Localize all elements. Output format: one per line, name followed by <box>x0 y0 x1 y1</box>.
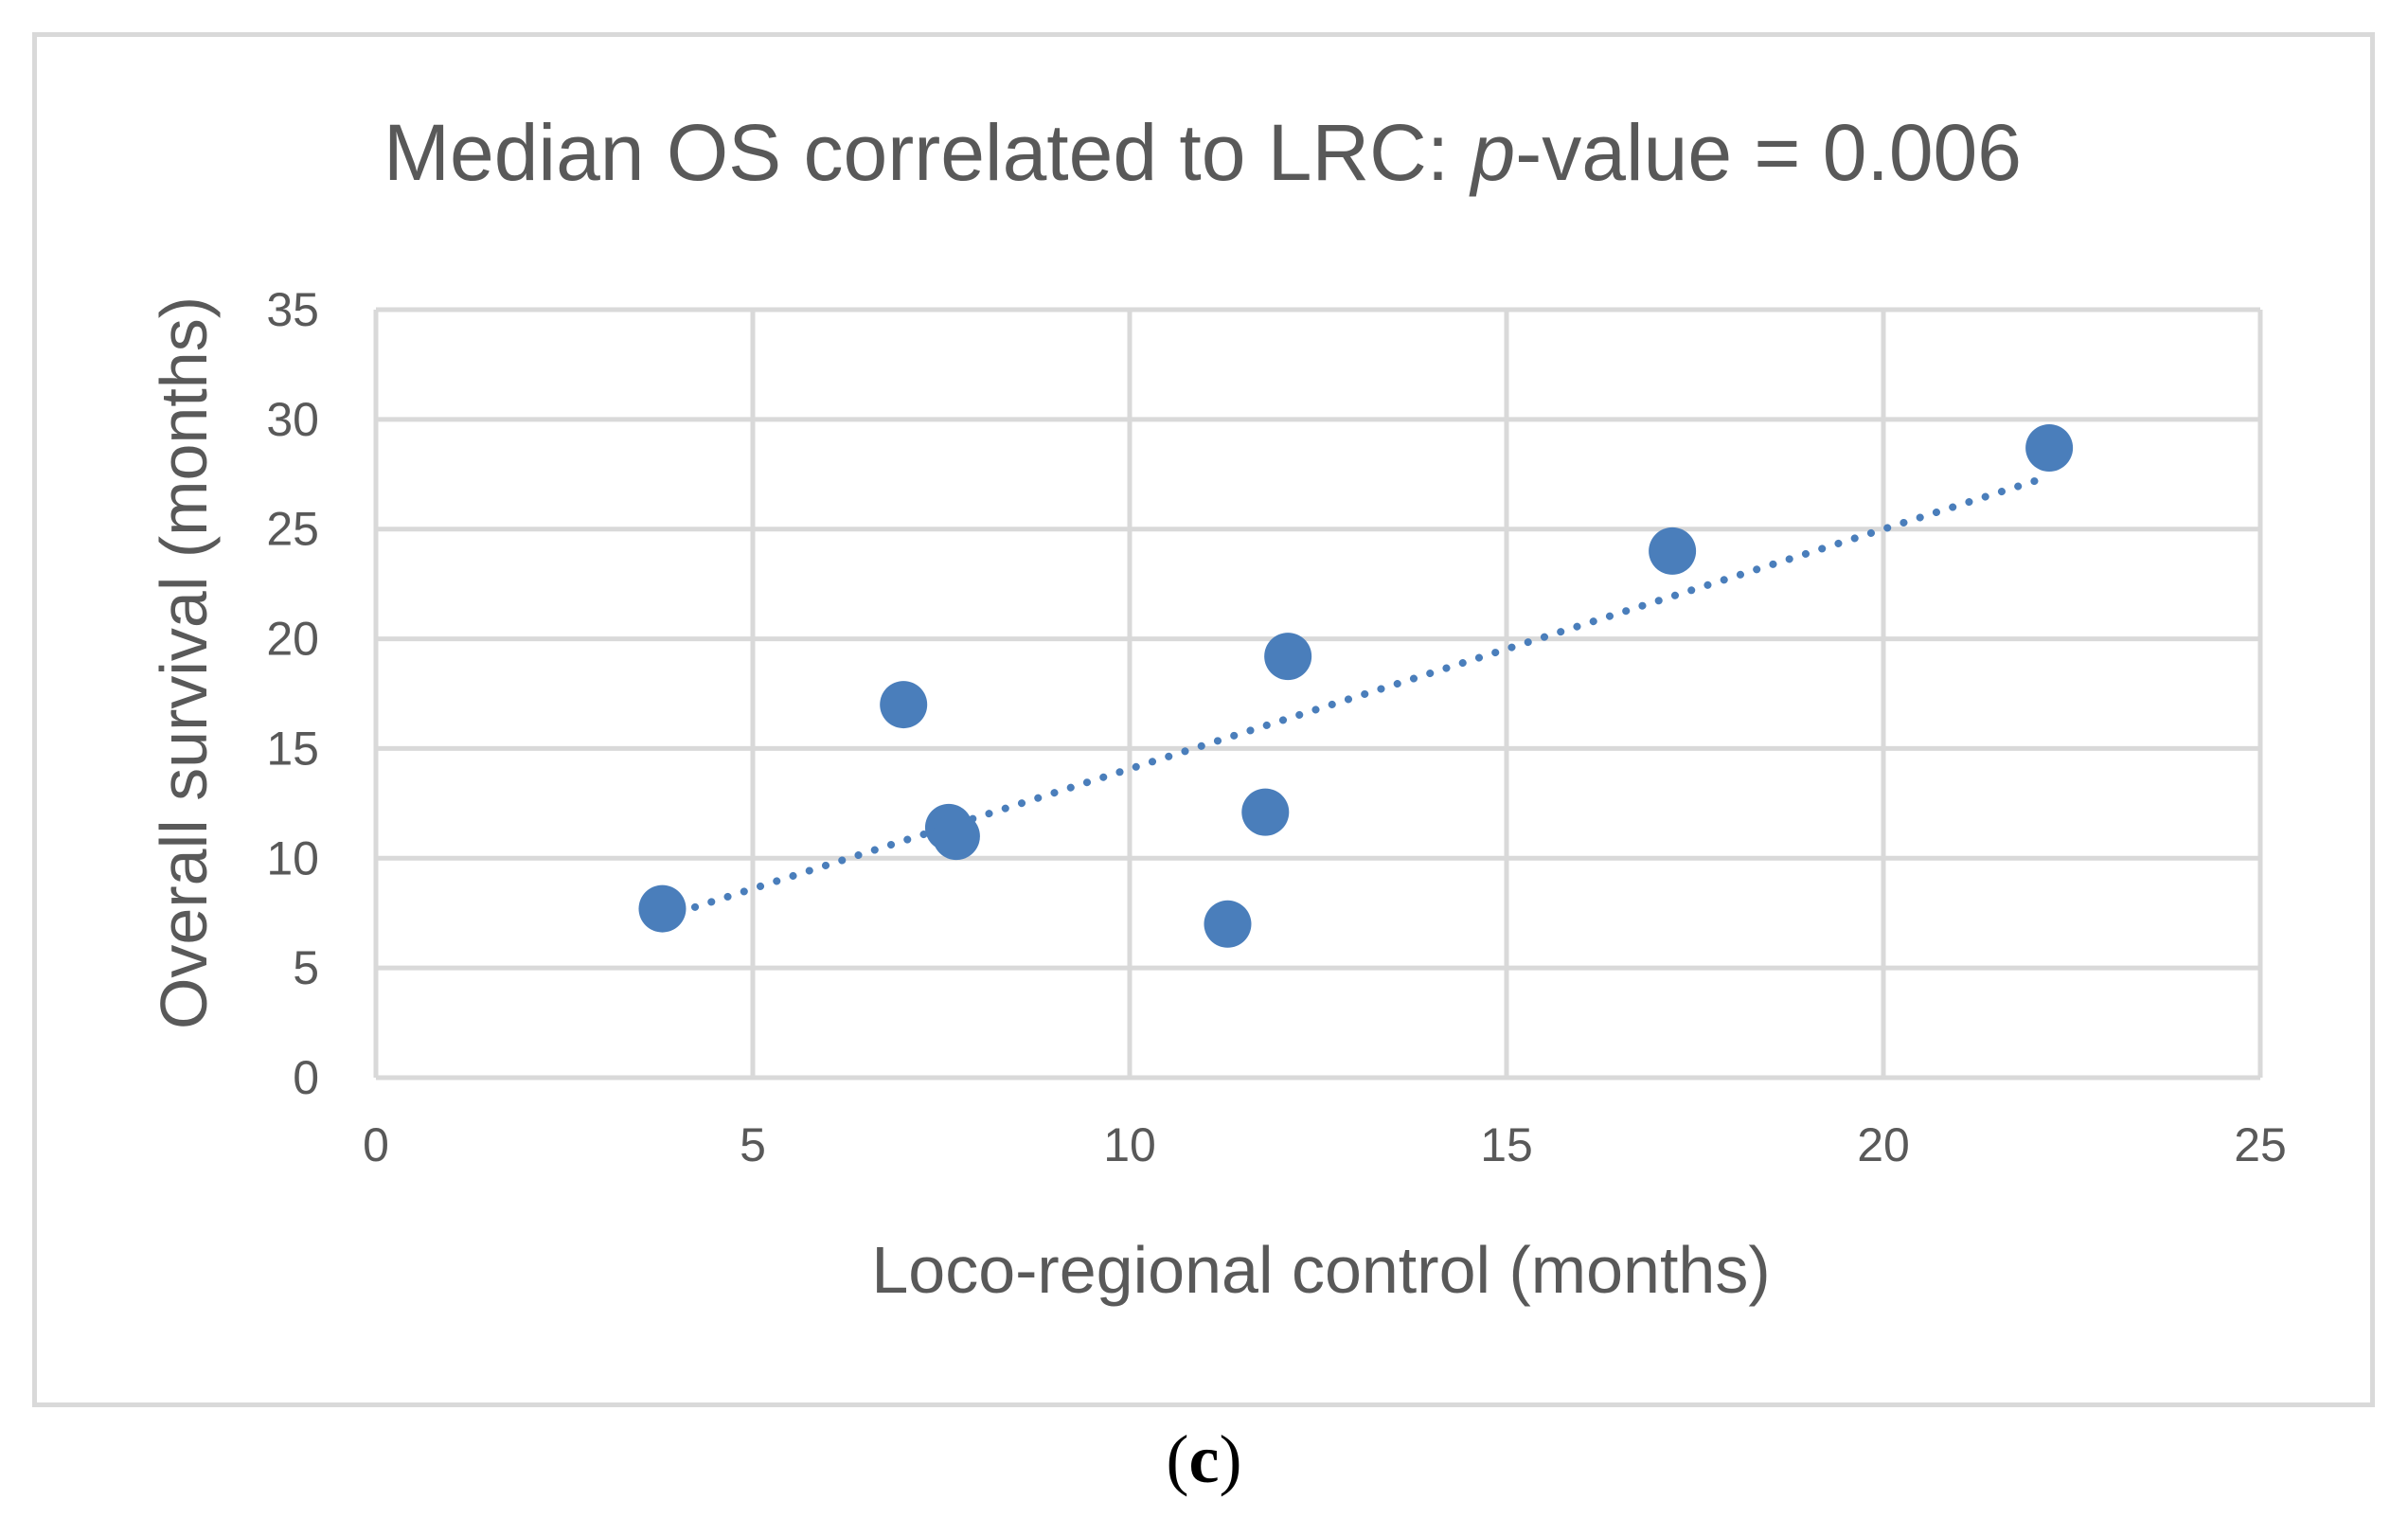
y-tick-label: 30 <box>266 393 319 446</box>
x-tick-label: 20 <box>1857 1118 1910 1171</box>
chart-title-prefix: Median OS correlated to LRC: <box>383 108 1472 197</box>
y-tick-label: 10 <box>266 831 319 884</box>
x-axis-title: Loco-regional control (months) <box>871 1233 1770 1307</box>
chart-title-suffix: -value = 0.006 <box>1515 108 2022 197</box>
figure-caption: (c) <box>1166 1421 1242 1497</box>
y-tick-label: 15 <box>266 722 319 775</box>
chart-title: Median OS correlated to LRC: p-value = 0… <box>383 108 2022 197</box>
grid-layer <box>373 307 2263 1081</box>
x-tick-label: 15 <box>1480 1118 1533 1171</box>
y-tick-label: 5 <box>293 941 319 994</box>
y-tick-label: 0 <box>293 1051 319 1104</box>
data-point <box>880 681 928 729</box>
y-tick-label: 35 <box>266 283 319 336</box>
trendline-layer <box>658 473 2054 921</box>
y-tick-labels: 0 5 10 15 20 25 30 35 <box>266 283 319 1104</box>
x-tick-label: 5 <box>740 1118 766 1171</box>
x-tick-label: 0 <box>363 1118 389 1171</box>
trendline <box>658 473 2054 921</box>
data-point <box>1204 900 1252 948</box>
y-tick-label: 20 <box>266 613 319 666</box>
chart-title-italic: p <box>1469 108 1516 197</box>
x-tick-label: 10 <box>1103 1118 1156 1171</box>
figure-caption-label: c <box>1188 1421 1220 1497</box>
points-layer <box>638 423 2074 948</box>
data-point <box>932 813 980 861</box>
y-tick-label: 25 <box>266 503 319 556</box>
data-point <box>638 884 687 933</box>
y-axis-title: Overall survival (months) <box>147 296 221 1029</box>
chart-frame <box>32 32 2375 1407</box>
data-point <box>1241 788 1290 836</box>
data-point <box>2025 423 2074 472</box>
data-point <box>1264 633 1312 681</box>
data-point <box>1649 527 1697 575</box>
x-tick-label: 25 <box>2234 1118 2287 1171</box>
x-tick-labels: 0 5 10 15 20 25 <box>363 1118 2287 1171</box>
